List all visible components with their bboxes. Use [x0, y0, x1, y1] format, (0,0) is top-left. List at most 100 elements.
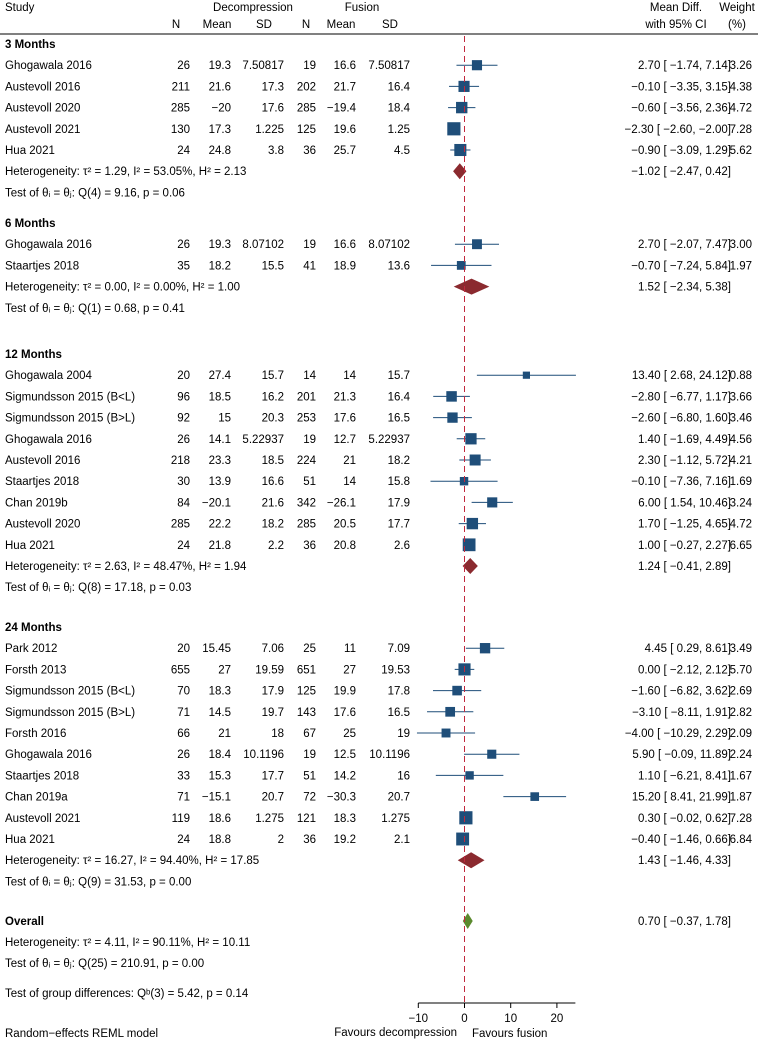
- study-weight-text: 3.00: [730, 239, 752, 251]
- fusion-sd: 16: [397, 770, 410, 782]
- study-weight-text: 4.38: [730, 81, 752, 93]
- x-axis-tick-label: 0: [461, 1013, 467, 1025]
- study-marker: [456, 261, 466, 270]
- decompression-sd: 3.8: [268, 145, 284, 157]
- overall-diamond: [462, 913, 473, 929]
- fusion-mean: 25: [343, 728, 356, 740]
- study-name: Hua 2021: [5, 145, 55, 157]
- header-study: Study: [5, 2, 35, 14]
- fusion-mean: 12.7: [334, 434, 356, 446]
- decompression-n: 96: [177, 391, 190, 403]
- decompression-sd: 7.50817: [242, 60, 284, 72]
- decompression-n: 20: [177, 643, 190, 655]
- study-name: Staartjes 2018: [5, 770, 79, 782]
- study-ci-text: 15.20 [ 8.41, 21.99]: [632, 792, 731, 804]
- study-weight-text: 1.97: [730, 260, 752, 272]
- decompression-sd: 2: [278, 834, 284, 846]
- decompression-sd: 16.6: [262, 476, 284, 488]
- favours-left-label: Favours decompression: [334, 1027, 457, 1039]
- subgroup-ci-text: 1.52 [ −2.34, 5.38]: [638, 282, 731, 294]
- group-differences-text: Test of group differences: Qᵇ(3) = 5.42,…: [5, 988, 249, 1000]
- decompression-n: 20: [177, 370, 190, 382]
- decompression-mean: 23.3: [209, 455, 231, 467]
- decompression-mean: 15.45: [202, 643, 231, 655]
- fusion-mean: 18.9: [334, 260, 356, 272]
- study-name: Sigmundsson 2015 (B>L): [5, 413, 135, 425]
- decompression-n: 35: [177, 260, 190, 272]
- decompression-n: 33: [177, 770, 190, 782]
- fusion-sd: 13.6: [388, 260, 410, 272]
- decompression-n: 26: [177, 239, 190, 251]
- fusion-n: 19: [303, 60, 316, 72]
- header-mean1: Mean: [203, 19, 232, 31]
- study-marker: [466, 517, 479, 530]
- fusion-sd: 5.22937: [368, 434, 410, 446]
- study-weight-text: 4.72: [730, 103, 752, 115]
- decompression-sd: 18.5: [262, 455, 284, 467]
- fusion-n: 19: [303, 239, 316, 251]
- fusion-n: 36: [303, 540, 316, 552]
- fusion-n: 72: [303, 792, 316, 804]
- study-weight-text: 2.09: [730, 728, 752, 740]
- study-ci-text: −1.60 [ −6.82, 3.62]: [631, 686, 731, 698]
- fusion-n: 253: [297, 413, 316, 425]
- heterogeneity-text: Heterogeneity: τ² = 0.00, I² = 0.00%, H²…: [5, 282, 240, 294]
- decompression-sd: 17.7: [262, 770, 284, 782]
- fusion-sd: 17.8: [388, 686, 410, 698]
- decompression-sd: 2.2: [268, 540, 284, 552]
- decompression-sd: 17.9: [262, 686, 284, 698]
- study-name: Staartjes 2018: [5, 476, 79, 488]
- fusion-sd: 7.50817: [368, 60, 410, 72]
- study-ci-text: 1.70 [ −1.25, 4.65]: [638, 519, 731, 531]
- decompression-sd: 19.59: [255, 664, 284, 676]
- decompression-mean: 14.1: [209, 434, 231, 446]
- decompression-mean: 17.3: [209, 124, 231, 136]
- fusion-n: 51: [303, 770, 316, 782]
- study-marker: [487, 497, 498, 508]
- study-name: Ghogawala 2016: [5, 239, 92, 251]
- study-weight-text: 6.65: [730, 540, 752, 552]
- decompression-sd: 21.6: [262, 497, 284, 509]
- fusion-sd: 10.1196: [369, 749, 410, 761]
- fusion-n: 201: [297, 391, 316, 403]
- decompression-n: 218: [171, 455, 190, 467]
- fusion-n: 36: [303, 145, 316, 157]
- study-marker: [447, 122, 461, 136]
- decompression-sd: 20.3: [262, 413, 284, 425]
- study-ci-text: 0.00 [ −2.12, 2.12]: [638, 664, 731, 676]
- study-ci-text: 2.30 [ −1.12, 5.72]: [638, 455, 731, 467]
- fusion-mean: 17.6: [334, 413, 356, 425]
- model-note: Random−effects REML model: [5, 1028, 158, 1040]
- study-weight-text: 1.87: [730, 792, 752, 804]
- fusion-sd: 16.5: [388, 413, 410, 425]
- study-ci-text: 2.70 [ −2.07, 7.47]: [638, 239, 731, 251]
- group-label: 3 Months: [5, 39, 55, 51]
- study-name: Staartjes 2018: [5, 260, 79, 272]
- study-marker: [465, 771, 474, 780]
- study-ci-text: −2.60 [ −6.80, 1.60]: [631, 413, 731, 425]
- decompression-n: 66: [177, 728, 190, 740]
- decompression-sd: 5.22937: [242, 434, 284, 446]
- fusion-mean: 21.7: [334, 81, 356, 93]
- study-ci-text: −3.10 [ −8.11, 1.91]: [632, 707, 731, 719]
- study-weight-text: 2.82: [730, 707, 752, 719]
- decompression-n: 130: [171, 124, 190, 136]
- study-marker: [522, 371, 531, 379]
- fusion-mean: 21.3: [334, 391, 356, 403]
- fusion-mean: 21: [343, 455, 356, 467]
- fusion-mean: 14.2: [334, 770, 356, 782]
- study-name: Park 2012: [5, 643, 57, 655]
- fusion-mean: 27: [343, 664, 356, 676]
- decompression-mean: 19.3: [209, 60, 231, 72]
- decompression-mean: 21.8: [209, 540, 231, 552]
- decompression-sd: 17.3: [262, 81, 284, 93]
- fusion-n: 67: [303, 728, 316, 740]
- study-weight-text: 1.67: [730, 770, 752, 782]
- study-weight-text: 5.62: [730, 145, 752, 157]
- study-marker: [456, 101, 468, 114]
- study-weight-text: 2.69: [730, 686, 752, 698]
- fusion-sd: 8.07102: [368, 239, 410, 251]
- study-marker: [456, 832, 470, 846]
- study-marker: [459, 811, 473, 825]
- decompression-n: 26: [177, 749, 190, 761]
